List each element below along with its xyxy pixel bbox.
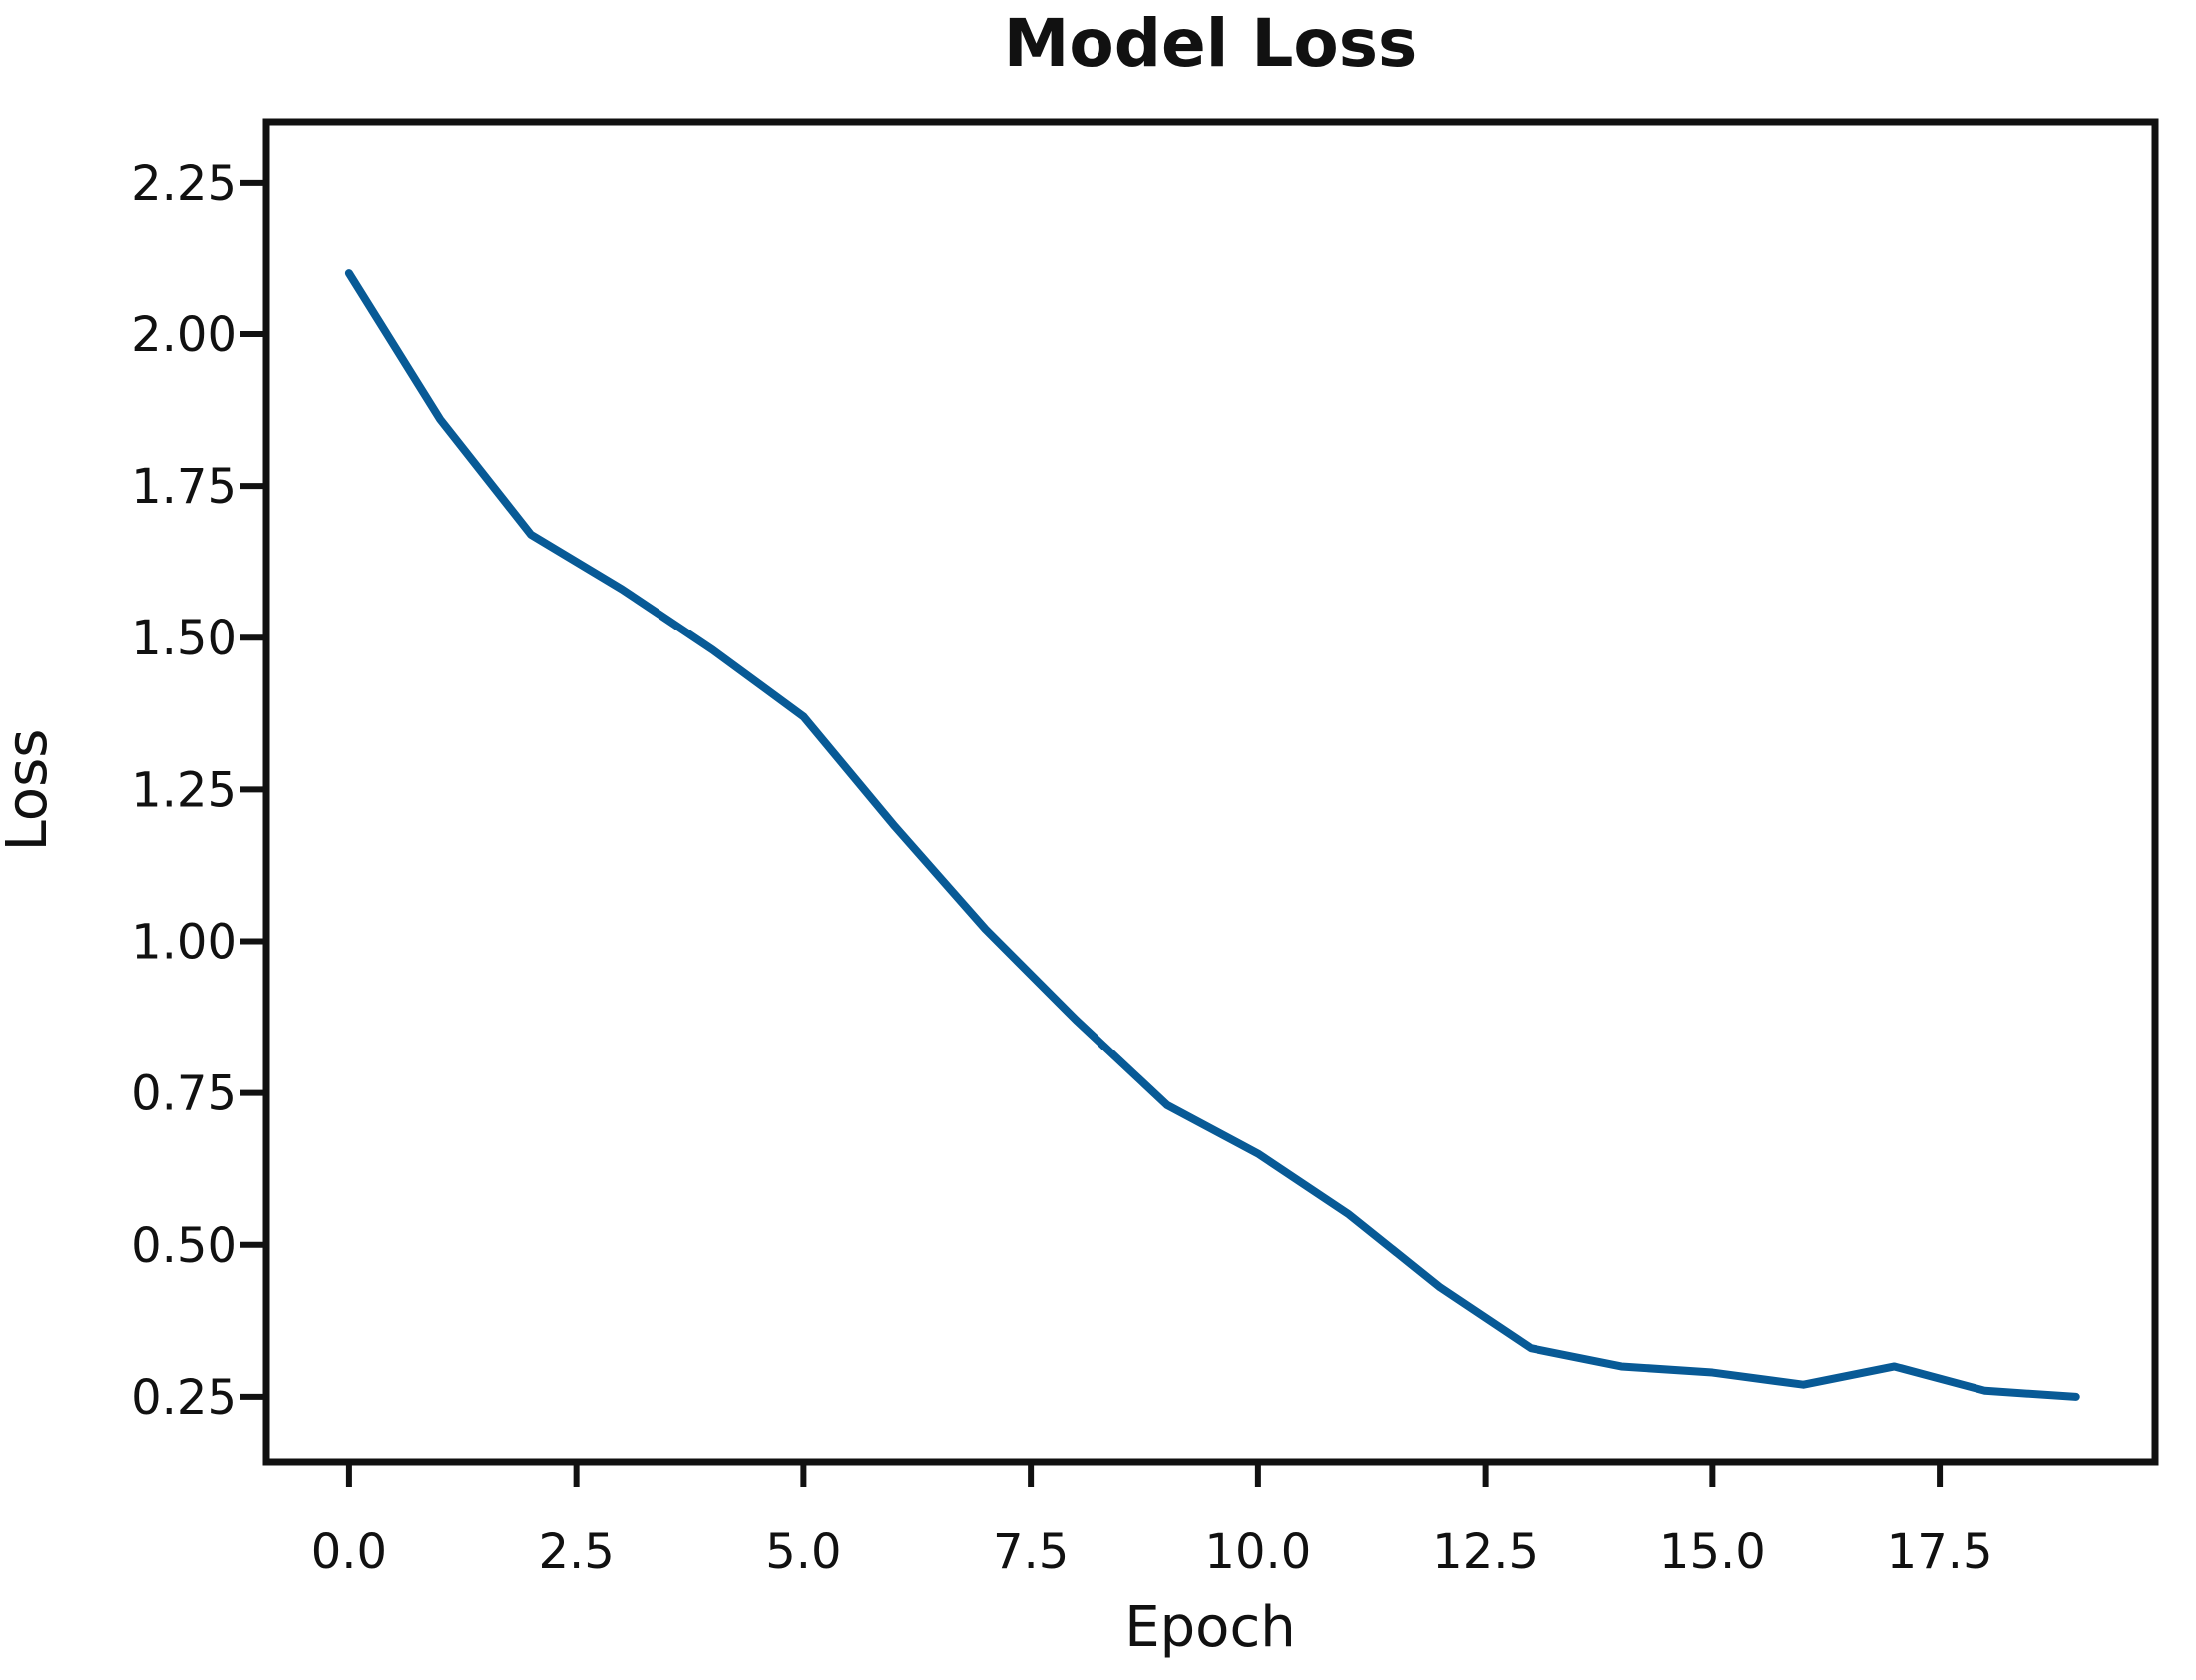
y-tick-label: 0.25 bbox=[131, 1370, 237, 1426]
y-tick-label: 1.75 bbox=[131, 459, 237, 515]
loss-line-series bbox=[344, 269, 2080, 1401]
y-tick-label: 2.00 bbox=[131, 307, 237, 363]
x-tick-label: 17.5 bbox=[1887, 1524, 1993, 1580]
y-axis-label: Loss bbox=[0, 729, 60, 852]
x-tick-label: 10.0 bbox=[1204, 1524, 1311, 1580]
plot-area bbox=[262, 118, 2159, 1466]
y-tick-label: 1.25 bbox=[131, 762, 237, 818]
y-tick-label: 0.75 bbox=[131, 1066, 237, 1122]
y-tick-label: 1.50 bbox=[131, 611, 237, 666]
plot-spines bbox=[262, 118, 2159, 1466]
y-tick-label: 2.25 bbox=[131, 156, 237, 211]
x-tick-label: 0.0 bbox=[311, 1524, 387, 1580]
x-axis-label: Epoch bbox=[1124, 1595, 1295, 1660]
y-tick-label: 1.00 bbox=[131, 914, 237, 970]
y-tick-label: 0.50 bbox=[131, 1218, 237, 1274]
x-tick-label: 5.0 bbox=[765, 1524, 841, 1580]
x-tick-label: 2.5 bbox=[538, 1524, 614, 1580]
axis-tick-labels: 0.0 2.5 5.0 7.5 10.0 12.5 15.0 17.5 0.25 0.50 0.75… bbox=[131, 156, 1992, 1580]
x-tick-label: 7.5 bbox=[993, 1524, 1069, 1580]
loss-curve bbox=[344, 269, 2080, 1401]
chart-title: Model Loss bbox=[1004, 5, 1418, 82]
axis-ticks bbox=[240, 179, 1944, 1487]
x-tick-label: 12.5 bbox=[1432, 1524, 1538, 1580]
x-tick-label: 15.0 bbox=[1659, 1524, 1766, 1580]
